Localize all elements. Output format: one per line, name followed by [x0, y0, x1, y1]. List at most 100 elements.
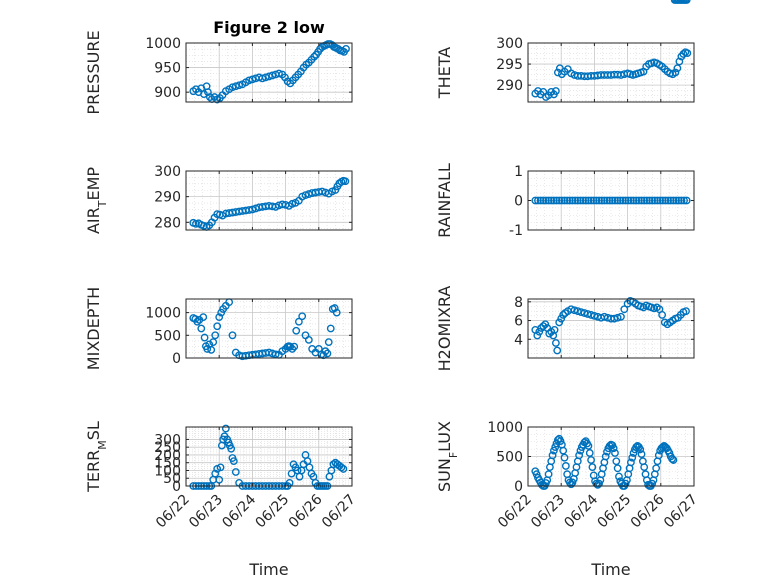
panel-pressure: 900 950 1000 PRESSURE Figure 2 low	[84, 18, 353, 115]
data-point	[595, 196, 603, 205]
data-point	[231, 468, 240, 476]
data-point	[286, 342, 295, 351]
data-point	[632, 196, 641, 205]
y-tick-label: -1	[509, 223, 523, 239]
data-point	[616, 196, 625, 205]
data-point	[541, 320, 550, 329]
data-point	[585, 449, 594, 457]
data-point	[324, 338, 333, 347]
data-point	[611, 449, 619, 457]
data-point	[609, 444, 618, 453]
data-point	[620, 305, 629, 314]
y-axis-label: SUNFLUX	[435, 421, 460, 492]
y-axis-label: H2OMIXRA	[435, 286, 454, 372]
y-axis-label: RAINFALL	[435, 163, 454, 238]
data-point	[535, 327, 544, 336]
x-tick-label: 06/23	[186, 492, 226, 532]
data-point	[334, 45, 342, 53]
y-tick-label: 500	[496, 450, 523, 466]
y-tick-label: 100	[154, 463, 181, 479]
data-point	[629, 196, 638, 205]
data-point	[648, 196, 657, 205]
data-point	[545, 329, 554, 338]
data-point	[590, 311, 599, 320]
data-point	[583, 310, 592, 318]
data-point	[624, 196, 633, 205]
data-point	[632, 443, 641, 451]
data-point	[640, 196, 649, 205]
series-markers	[531, 196, 691, 205]
axes-background	[186, 171, 352, 230]
data-point	[581, 196, 590, 205]
data-point	[542, 196, 550, 205]
data-point	[658, 196, 667, 205]
data-point	[600, 196, 609, 205]
y-tick-label: 280	[154, 215, 181, 231]
data-point	[248, 205, 257, 214]
y-tick-label: 0	[514, 194, 523, 210]
data-point	[193, 317, 202, 326]
data-point	[587, 456, 595, 464]
data-point	[203, 345, 212, 353]
data-point	[337, 463, 346, 472]
y-tick-label: 1000	[145, 36, 181, 52]
data-point	[561, 462, 570, 470]
data-point	[661, 196, 670, 205]
y-tick-label: 0	[172, 351, 181, 367]
data-point	[669, 196, 678, 205]
data-point	[613, 313, 622, 322]
y-tick-label: 1	[514, 164, 523, 180]
data-point	[231, 82, 240, 91]
data-point	[571, 196, 580, 205]
data-point	[658, 443, 667, 451]
x-tick-label: 06/23	[528, 492, 568, 532]
data-point	[605, 196, 614, 205]
x-tick-label: 06/25	[595, 492, 635, 532]
data-point	[301, 191, 310, 200]
series-markers	[189, 176, 350, 231]
data-point	[228, 331, 237, 340]
data-point	[627, 458, 635, 467]
data-point	[560, 196, 569, 205]
data-point	[323, 349, 332, 358]
data-point	[548, 451, 557, 460]
data-point	[595, 479, 603, 488]
minor-grid	[528, 170, 694, 231]
data-point	[559, 311, 568, 319]
data-point	[553, 346, 562, 355]
data-point	[544, 470, 553, 479]
data-point	[610, 314, 619, 323]
data-point	[600, 312, 609, 321]
y-tick-label: 250	[154, 440, 181, 456]
y-tick-label: 295	[496, 57, 523, 73]
data-point	[228, 83, 237, 92]
data-point	[666, 196, 675, 205]
data-point	[549, 446, 558, 455]
data-point	[650, 196, 659, 205]
data-point	[341, 177, 350, 186]
data-point	[557, 196, 566, 205]
x-tick-label: 06/27	[319, 492, 359, 532]
data-point	[679, 50, 688, 58]
data-point	[580, 309, 589, 317]
data-point	[589, 196, 598, 205]
data-point	[298, 312, 307, 321]
data-point	[683, 49, 692, 58]
data-point	[197, 324, 206, 333]
data-point	[556, 437, 565, 446]
data-point	[575, 451, 584, 460]
panel-rainfall: -1 0 1 RAINFALL	[435, 163, 695, 239]
data-point	[536, 196, 545, 205]
axes-box	[185, 298, 353, 359]
x-tick-label: 06/24	[219, 491, 259, 531]
data-point	[211, 469, 220, 478]
data-point	[677, 196, 686, 205]
data-point	[275, 69, 283, 78]
data-point	[601, 452, 610, 461]
y-axis-label: TERRMSL	[84, 421, 109, 493]
data-point	[576, 196, 585, 205]
data-point	[209, 338, 218, 347]
data-point	[268, 71, 277, 80]
data-point	[573, 307, 582, 316]
data-point	[673, 64, 682, 73]
